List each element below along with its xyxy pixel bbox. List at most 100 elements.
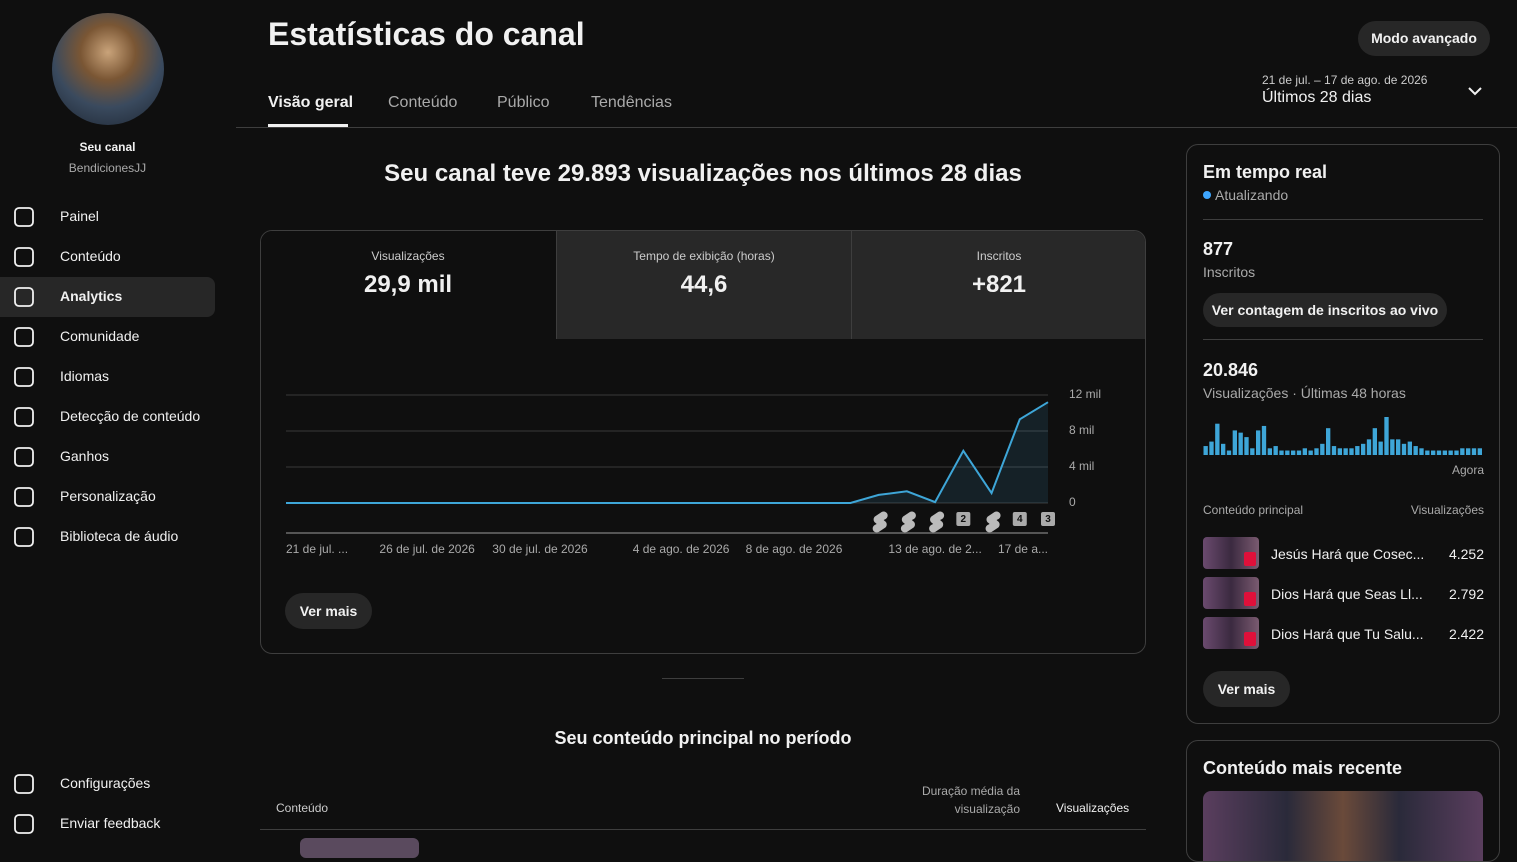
nav-icon [14,247,34,267]
latest-thumbnail[interactable] [1203,791,1483,861]
icon-shape [14,447,34,467]
upload-count: 2 [961,514,967,525]
realtime-bar [1454,450,1459,455]
channel-label: Seu canal [79,140,136,154]
status-dot [1203,191,1211,199]
upload-badge [1012,512,1027,526]
realtime-bar [1477,448,1482,455]
period[interactable]: Últimos 28 dias [1262,89,1372,106]
see-more-button[interactable]: Ver mais [1203,671,1290,707]
nav-item[interactable]: Idiomas [0,357,215,397]
realtime-bar [1267,448,1272,455]
column-header: Conteúdo [276,801,329,815]
realtime-bar [1261,425,1267,455]
icon-shape [14,367,34,387]
column-header[interactable]: Visualizações [1056,801,1130,815]
content-header: Conteúdo principal [1203,503,1304,517]
icon-shape [14,407,34,427]
metric-value: +821 [971,271,1027,298]
tab[interactable]: Conteúdo [388,94,458,111]
section-divider [662,678,744,679]
channel-name: BendicionesJJ [68,161,147,175]
realtime-bar [1372,428,1377,455]
realtime-bar [1302,448,1307,455]
realtime-bar [1203,446,1208,455]
metric-value: 44,6 [680,271,728,298]
chart-card: Visualizações 29,9 mil Tempo de exibição (… [260,230,1146,654]
tab[interactable]: Visão geral [268,94,354,111]
row-title[interactable]: Dios Hará que Seas Ll... [1271,586,1423,602]
metric-tab[interactable]: Inscritos +821 [851,231,1145,339]
realtime-bar [1413,446,1418,455]
metric-label: Inscritos [976,249,1022,263]
period-dropdown[interactable] [1466,84,1484,98]
advanced-button[interactable]: Modo avançado [1358,21,1490,56]
nav-item[interactable]: Comunidade [0,317,215,357]
nav-item[interactable]: Analytics [0,277,215,317]
nav-item[interactable]: Biblioteca de áudio [0,517,215,557]
realtime-bar [1378,441,1383,455]
realtime-bar [1355,446,1360,455]
nav-label: Enviar feedback [60,815,161,831]
nav-icon [14,487,34,507]
metric-tab[interactable]: Visualizações 29,9 mil [261,231,555,339]
realtime-bar [1273,446,1278,455]
icon-shape [14,287,34,307]
realtime-bar [1425,450,1430,455]
nav-item[interactable]: Personalização [0,477,215,517]
nav-item[interactable]: Configurações [0,764,215,804]
realtime-bar [1244,437,1249,455]
see-more-button[interactable]: Ver mais [285,593,372,629]
x-tick-label: 30 de jul. de 2026 [492,542,588,556]
upload-badge [1041,512,1055,526]
thumbnail[interactable] [1203,577,1259,609]
nav-item[interactable]: Ganhos [0,437,215,477]
realtime-bar [1366,439,1372,455]
row-views: 2.792 [1448,586,1484,602]
realtime-bar [1232,430,1237,455]
realtime-bar [1279,450,1284,455]
nav-icon [14,814,34,834]
nav-icon [14,774,34,794]
metric-label: Tempo de exibição (horas) [633,249,775,263]
upload-badge [956,512,971,526]
row-title[interactable]: Jesús Hará que Cosec... [1271,546,1425,562]
icon-shape [14,527,34,547]
metric-tab[interactable]: Tempo de exibição (horas) 44,6 [556,231,851,339]
realtime-card: Em tempo real Atualizando 877 Inscritos … [1186,144,1500,724]
nav-icon [14,527,34,547]
nav-item[interactable]: Conteúdo [0,237,215,277]
nav-item[interactable]: Detecção de conteúdo [0,397,215,437]
realtime-bar [1361,443,1366,455]
live-count-button[interactable]: Ver contagem de inscritos ao vivo [1203,293,1447,327]
thumbnail[interactable] [1203,617,1259,649]
top-content-title: Seu conteúdo principal no período [554,728,852,748]
icon-shape [14,247,34,267]
realtime-bar [1320,443,1325,455]
realtime-bar [1407,441,1412,455]
icon-shape [14,207,34,227]
nav-item[interactable]: Painel [0,197,215,237]
nav-item[interactable]: Enviar feedback [0,804,215,844]
realtime-bar [1285,450,1290,455]
views-header: Visualizações [1410,503,1484,517]
tab[interactable]: Público [497,94,550,111]
thumbnail[interactable] [1203,537,1259,569]
y-tick-label: 0 [1069,495,1076,509]
realtime-bar [1314,448,1319,455]
nav-label: Configurações [60,775,151,791]
channel-avatar[interactable] [52,13,164,125]
row-title[interactable]: Dios Hará que Tu Salu... [1271,626,1424,642]
nav-label: Analytics [60,288,123,304]
x-tick-label: 8 de ago. de 2026 [746,542,843,556]
header-divider [236,127,1517,128]
tab[interactable]: Tendências [591,94,672,111]
row-views: 4.252 [1448,546,1484,562]
x-tick-label: 21 de jul. ... [286,542,348,556]
latest-title: Conteúdo mais recente [1203,758,1403,778]
realtime-bar [1448,450,1453,455]
headline: Seu canal teve 29.893 visualizações nos … [384,160,1022,187]
nav-label: Idiomas [60,368,110,384]
metric-value: 29,9 mil [363,271,453,298]
